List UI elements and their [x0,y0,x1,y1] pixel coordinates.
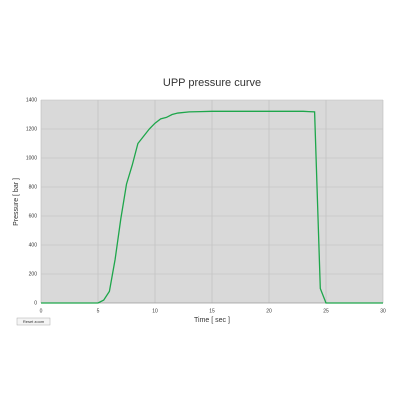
data-line [41,110,383,304]
x-tick-label: 25 [323,308,329,314]
button-label[interactable]: Reset zoom [23,319,45,324]
y-tick-label: 400 [29,242,38,248]
y-tick-label: 1000 [26,155,37,161]
x-axis-label: Time [ sec ] [194,317,230,324]
y-tick-label: 600 [29,213,38,219]
button-box[interactable] [16,317,51,326]
y-tick-label: 1200 [26,126,37,132]
y-axis-label: Pressure [ bar ] [13,178,20,226]
chart-title: UPP pressure curve [163,77,261,89]
reset-button[interactable]: Reset zoom [16,317,51,326]
y-tick-label: 0 [34,300,37,306]
x-tick-label: 15 [209,308,215,314]
x-tick-label: 20 [266,308,272,314]
x-tick-label: 5 [97,308,100,314]
x-tick-label: 0 [40,308,43,314]
y-tick-label: 800 [29,184,38,190]
x-tick-label: 10 [152,308,158,314]
y-tick-label: 200 [29,271,38,277]
y-tick-label: 1400 [26,97,37,103]
x-tick-label: 30 [380,308,386,314]
